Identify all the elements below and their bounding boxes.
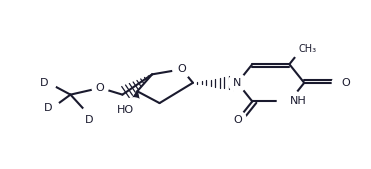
Text: D: D <box>43 103 52 113</box>
Circle shape <box>332 74 350 92</box>
Text: NH: NH <box>289 96 306 106</box>
Circle shape <box>229 74 246 92</box>
Circle shape <box>290 32 318 60</box>
Text: HO: HO <box>116 105 134 115</box>
Circle shape <box>40 75 56 91</box>
Text: O: O <box>96 83 105 93</box>
Circle shape <box>278 89 301 113</box>
Circle shape <box>92 80 108 96</box>
Circle shape <box>44 100 60 116</box>
Circle shape <box>229 111 246 129</box>
Text: CH₃: CH₃ <box>299 44 317 54</box>
Polygon shape <box>125 91 142 111</box>
Circle shape <box>81 107 97 123</box>
Circle shape <box>173 60 191 78</box>
Text: N: N <box>233 78 242 88</box>
Text: O: O <box>341 78 350 88</box>
Text: O: O <box>233 115 242 125</box>
Text: D: D <box>40 78 48 88</box>
Text: O: O <box>177 64 186 74</box>
Circle shape <box>122 98 145 122</box>
Text: D: D <box>85 115 93 125</box>
